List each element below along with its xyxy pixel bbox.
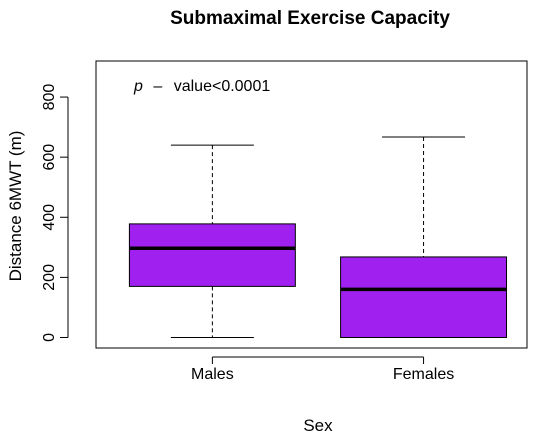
chart-title: Submaximal Exercise Capacity (170, 8, 450, 29)
x-axis: Males Females (191, 356, 454, 383)
p-value-annotation: p – value<0.0001 (133, 78, 270, 95)
p-symbol: p (133, 78, 143, 95)
p-value-text: value<0.0001 (174, 78, 271, 95)
iqr-box (128, 223, 296, 287)
y-axis: 0 200 400 600 800 (41, 84, 69, 342)
x-tick-label: Females (393, 366, 454, 383)
p-dash: – (153, 78, 162, 95)
plot-frame (95, 60, 528, 349)
box-males (128, 144, 296, 338)
x-tick-label: Males (191, 366, 234, 383)
iqr-box (340, 256, 508, 338)
y-tick-label: 400 (41, 204, 58, 231)
y-tick-label: 0 (41, 333, 58, 342)
y-tick-label: 600 (41, 144, 58, 171)
y-axis-label: Distance 6MWT (m) (6, 131, 25, 282)
y-tick-label: 800 (41, 84, 58, 111)
box-females (340, 136, 508, 338)
x-axis-label: Sex (303, 416, 333, 435)
y-tick-label: 200 (41, 264, 58, 291)
box-series (128, 136, 508, 338)
